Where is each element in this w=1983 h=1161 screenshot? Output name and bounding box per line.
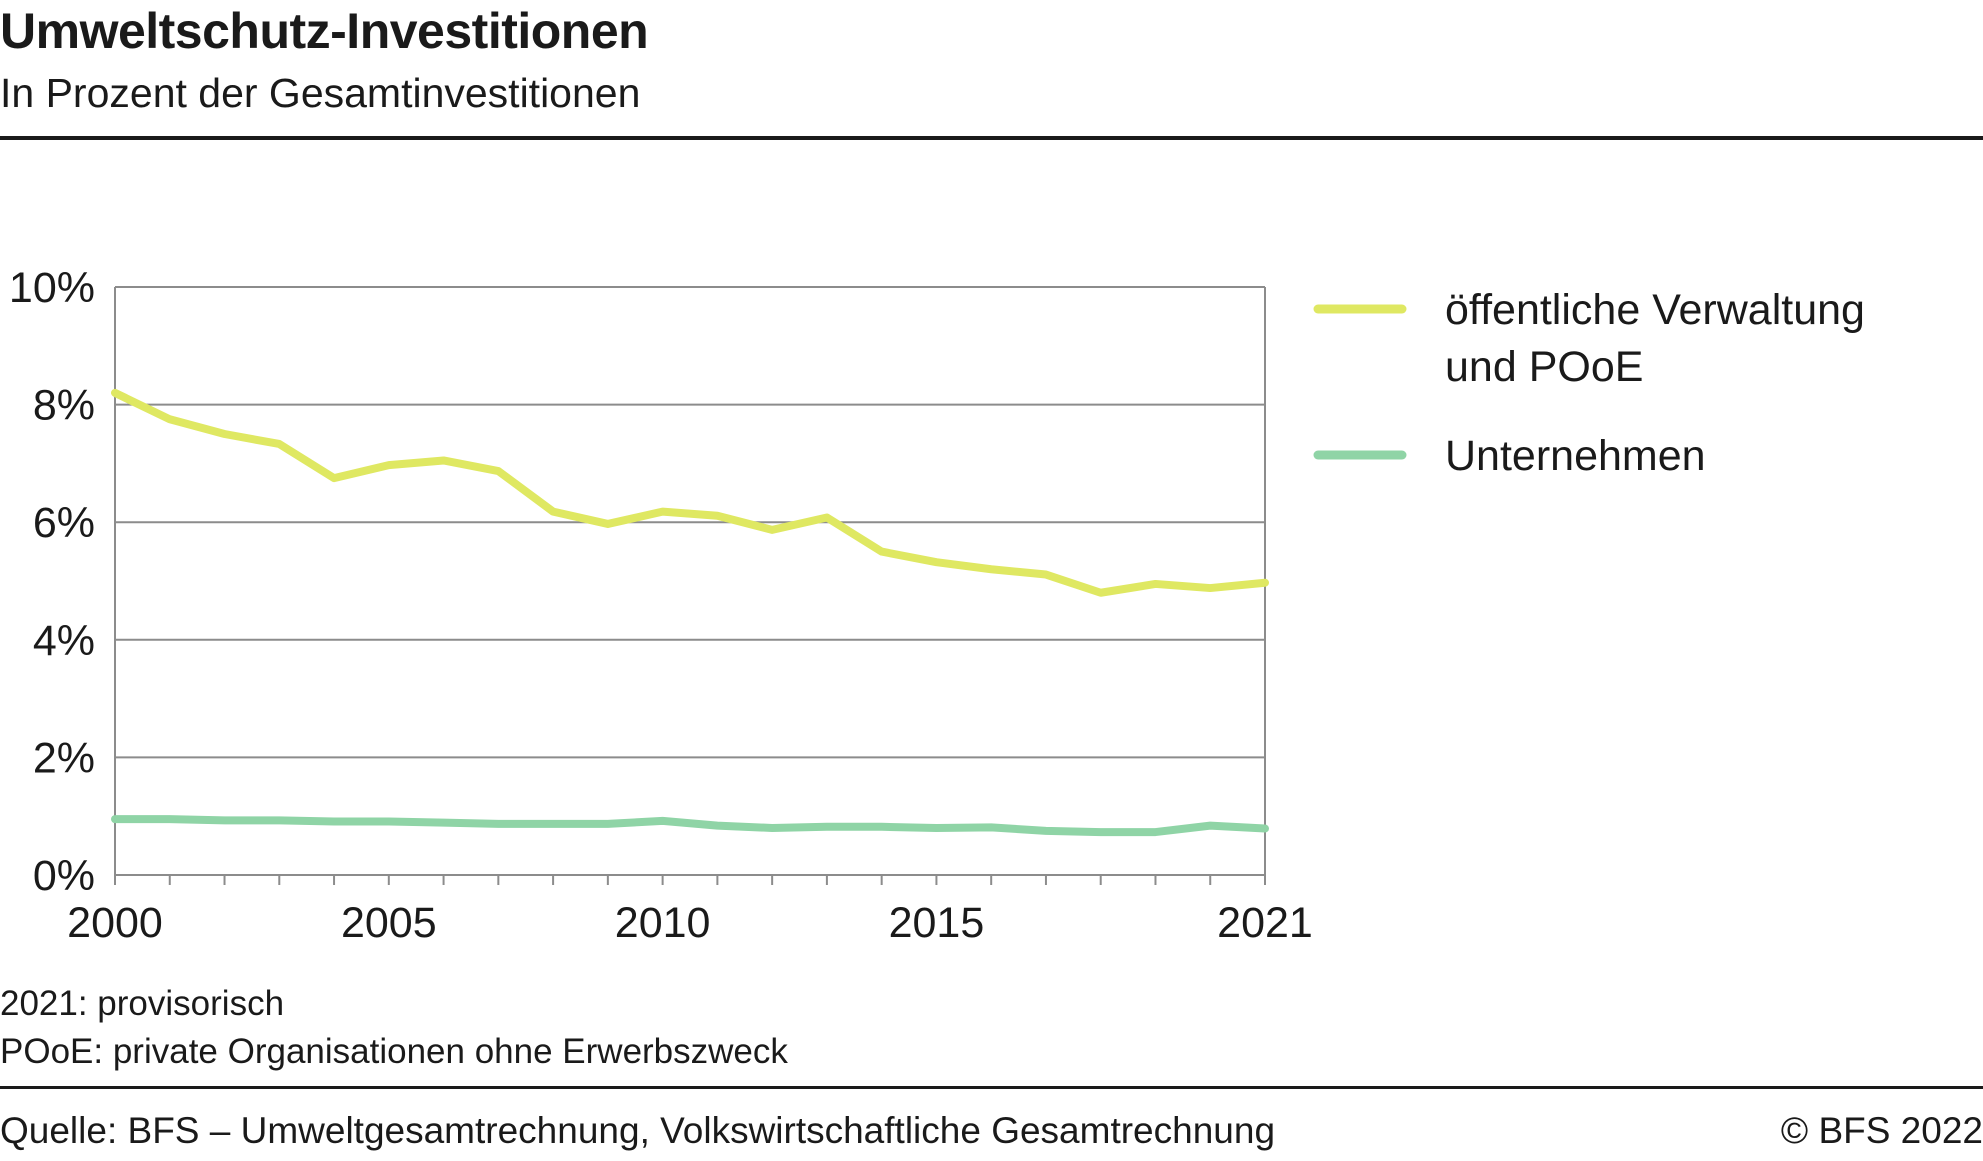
chart-title: Umweltschutz-Investitionen: [0, 3, 649, 59]
series-line-1: [111, 388, 1269, 597]
footnote-provisional: 2021: provisorisch: [0, 984, 285, 1023]
x-tick-label: 2010: [615, 899, 711, 947]
grid-lines: [115, 286, 1265, 876]
footnote-pooe: POoE: private Organisationen ohne Erwerb…: [0, 1032, 788, 1071]
y-axis-ticks: 0% 2% 4% 6% 8% 10%: [9, 264, 95, 900]
source-text: Quelle: BFS – Umweltgesamtrechnung, Volk…: [0, 1110, 1276, 1151]
copyright-text: © BFS 2022: [1780, 1110, 1983, 1151]
x-tick-label: 2015: [889, 899, 985, 947]
y-tick-label: 4%: [33, 617, 95, 665]
chart-subtitle: In Prozent der Gesamtinvestitionen: [0, 70, 641, 116]
y-tick-label: 8%: [33, 382, 95, 430]
legend-label: Unternehmen: [1445, 432, 1706, 480]
footer-divider: [0, 1086, 1983, 1089]
x-axis-ticks: 2000 2005 2010 2015 2021: [67, 875, 1313, 947]
legend-label: öffentliche Verwaltung: [1445, 286, 1865, 334]
y-tick-label: 6%: [33, 499, 95, 547]
x-tick-label: 2000: [67, 899, 163, 947]
series-lines: [111, 388, 1269, 837]
y-tick-label: 0%: [33, 852, 95, 900]
series-line-2: [111, 815, 1269, 837]
legend: öffentliche Verwaltung und POoE Unternehme…: [1313, 286, 1865, 480]
legend-label: und POoE: [1445, 343, 1643, 391]
header-divider: [0, 136, 1983, 140]
x-tick-label: 2021: [1217, 899, 1313, 947]
line-chart: 0% 2% 4% 6% 8% 10% 2000 2005 2010 2015 2021 öffen…: [9, 264, 1865, 947]
y-tick-label: 2%: [33, 734, 95, 782]
x-tick-label: 2005: [341, 899, 437, 947]
axes: [114, 287, 1266, 875]
y-tick-label: 10%: [9, 264, 95, 312]
